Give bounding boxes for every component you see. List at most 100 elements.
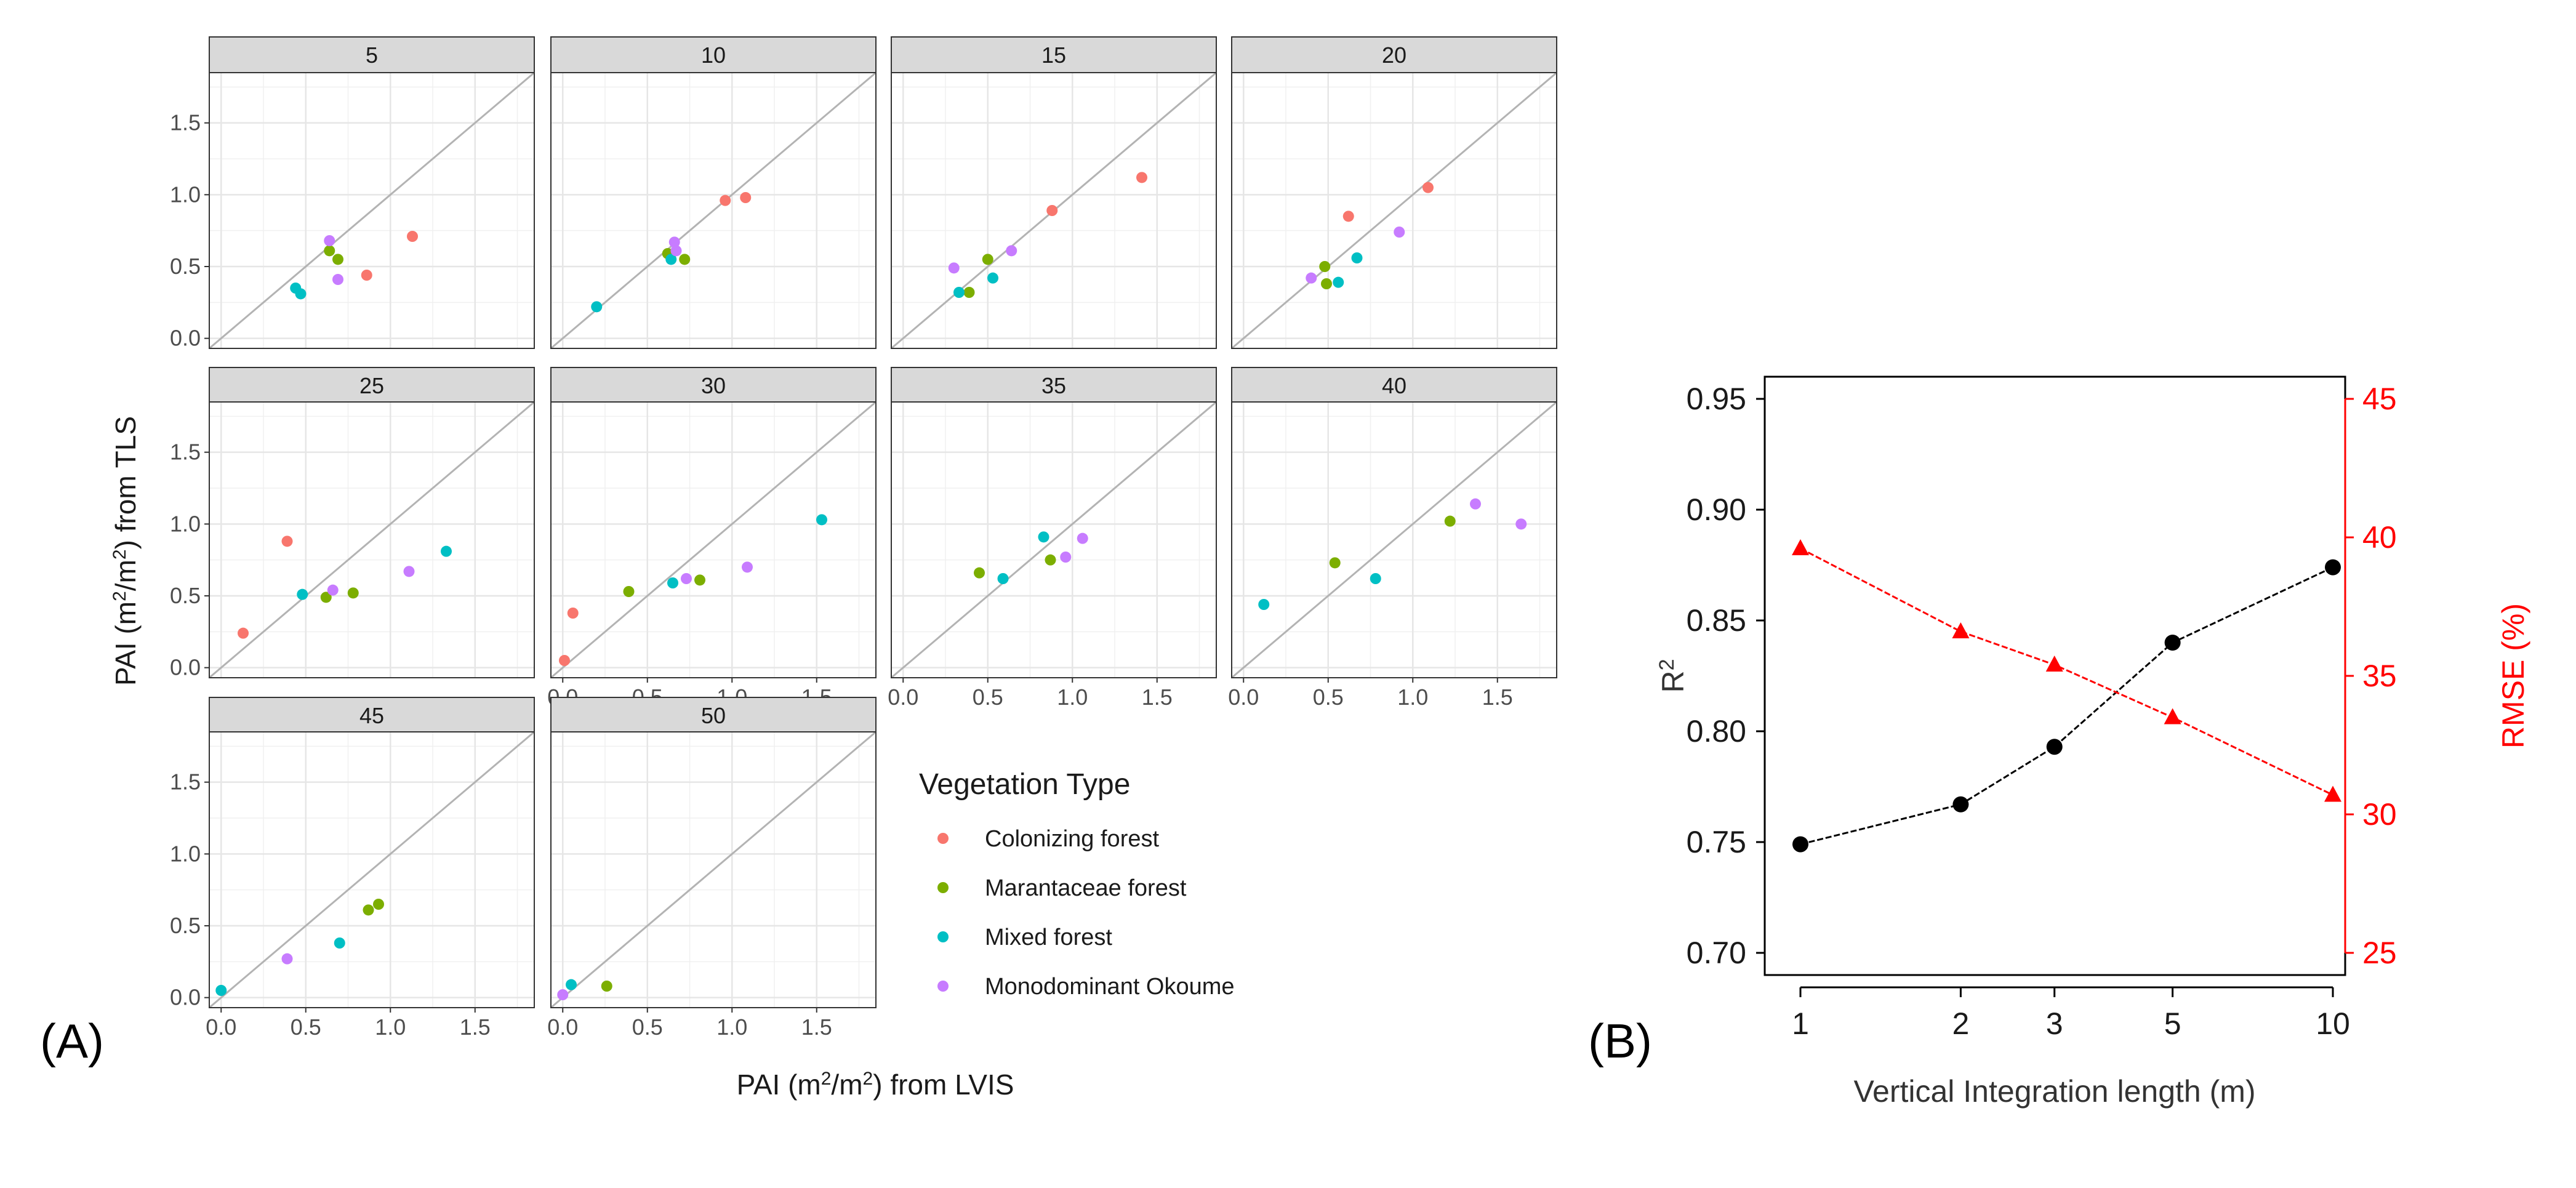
facet-border bbox=[209, 72, 535, 349]
legend-label: Monodominant Okoume bbox=[985, 974, 1235, 1000]
right-y-axis-title: RMSE (%) bbox=[2496, 603, 2530, 749]
facet-strip-label: 15 bbox=[1041, 42, 1066, 68]
facet-strip-label: 50 bbox=[701, 703, 726, 728]
data-point bbox=[559, 655, 570, 666]
x-tick-label: 10 bbox=[2316, 1006, 2350, 1041]
facet-strip-label: 40 bbox=[1382, 373, 1406, 398]
data-point bbox=[1321, 278, 1332, 289]
x-tick-label: 0.0 bbox=[547, 1014, 578, 1040]
facet-border bbox=[891, 401, 1217, 678]
y-tick-label: 0.0 bbox=[170, 985, 201, 1010]
data-point bbox=[566, 979, 577, 990]
left-y-axis-title-part: R bbox=[1656, 670, 1690, 692]
data-point bbox=[281, 536, 293, 547]
legend: Vegetation Type Colonizing forest Marantac… bbox=[919, 768, 1235, 1000]
data-point bbox=[324, 245, 335, 257]
y-tick-label: 0.5 bbox=[170, 913, 201, 938]
facet-35: 35 0.0 0.5 1.0 1.5 bbox=[888, 367, 1217, 710]
left-y-tick-label: 0.80 bbox=[1687, 714, 1746, 749]
data-point bbox=[1045, 554, 1056, 566]
right-y-tick-label: 35 bbox=[2362, 659, 2397, 693]
facet-border bbox=[1231, 72, 1557, 349]
data-point bbox=[740, 192, 752, 203]
data-point bbox=[953, 287, 965, 298]
x-tick-label: 1.0 bbox=[1397, 684, 1428, 710]
facet-strip bbox=[550, 36, 877, 73]
data-point bbox=[987, 272, 998, 284]
y-tick-label: 1.0 bbox=[170, 182, 201, 207]
y-axis-title-part: 2 bbox=[110, 591, 130, 601]
x-tick-label: 2 bbox=[1952, 1006, 1969, 1041]
data-point bbox=[297, 588, 308, 600]
rmse-point bbox=[2164, 708, 2181, 724]
data-point bbox=[238, 627, 249, 639]
data-point bbox=[694, 574, 705, 586]
r2-point bbox=[1952, 796, 1969, 813]
y-axis-title-part: PAI (m bbox=[110, 601, 142, 686]
data-point bbox=[948, 262, 960, 274]
r2-point bbox=[1792, 836, 1808, 853]
legend-title: Vegetation Type bbox=[919, 768, 1130, 801]
legend-key bbox=[937, 981, 949, 992]
y-tick-label: 1.5 bbox=[170, 110, 201, 135]
one-to-one-line bbox=[209, 71, 535, 350]
rmse-point bbox=[1952, 622, 1970, 638]
facet-45: 45 0.0 0.5 1.0 1.5 0.0 0.5 1.0 1.5 bbox=[170, 697, 535, 1040]
facet-strip-label: 10 bbox=[701, 42, 726, 68]
data-point bbox=[332, 274, 343, 285]
one-to-one-line bbox=[1231, 71, 1557, 350]
facet-5: 5 0.0 0.5 1.0 1.5 bbox=[170, 36, 535, 351]
data-point bbox=[982, 254, 993, 265]
data-point bbox=[963, 287, 975, 298]
legend-label: Mixed forest bbox=[985, 925, 1112, 950]
data-point bbox=[281, 953, 293, 965]
x-tick-label: 0.0 bbox=[1228, 684, 1259, 710]
one-to-one-line bbox=[209, 401, 535, 679]
facet-10: 10 bbox=[550, 36, 877, 350]
facet-strip bbox=[891, 36, 1217, 73]
x-tick-label: 3 bbox=[2046, 1006, 2063, 1041]
r2-point bbox=[2164, 635, 2181, 651]
rmse-series-line bbox=[1800, 547, 2333, 796]
facet-50: 50 0.0 0.5 1.0 1.5 bbox=[547, 697, 877, 1040]
facet-strip-label: 25 bbox=[359, 373, 384, 398]
x-tick-label: 1.5 bbox=[1142, 684, 1173, 710]
facet-strip bbox=[209, 36, 535, 73]
rmse-point bbox=[2324, 785, 2341, 802]
y-tick-label: 0.5 bbox=[170, 583, 201, 608]
right-y-tick-label: 45 bbox=[2362, 382, 2397, 416]
facet-15: 15 bbox=[891, 36, 1217, 350]
rmse-point bbox=[2045, 656, 2063, 672]
data-point bbox=[1038, 531, 1049, 543]
left-y-axis-title: R2 bbox=[1655, 659, 1690, 692]
legend-label: Colonizing forest bbox=[985, 826, 1159, 852]
data-point bbox=[1306, 272, 1317, 284]
data-point bbox=[557, 989, 569, 1000]
data-point bbox=[1060, 552, 1072, 563]
legend-key bbox=[937, 931, 949, 942]
y-axis-title-part: 2 bbox=[110, 549, 130, 560]
data-point bbox=[327, 584, 339, 596]
y-axis-title-part: /m bbox=[110, 560, 142, 591]
data-point bbox=[567, 608, 579, 619]
data-point bbox=[1006, 245, 1017, 257]
x-tick-label: 1.0 bbox=[375, 1014, 406, 1040]
data-point bbox=[361, 270, 372, 281]
x-tick-label: 0.5 bbox=[1313, 684, 1344, 710]
x-tick-label: 1.0 bbox=[716, 1014, 747, 1040]
facet-strip-label: 5 bbox=[366, 42, 378, 68]
data-point bbox=[332, 254, 343, 265]
panel-a-tag: (A) bbox=[40, 1014, 104, 1068]
r2-point bbox=[2325, 559, 2341, 576]
data-point bbox=[1444, 515, 1456, 527]
x-tick-label: 0.5 bbox=[291, 1014, 321, 1040]
right-y-tick-label: 30 bbox=[2362, 797, 2397, 832]
facet-strip bbox=[1231, 367, 1557, 404]
data-point bbox=[403, 566, 415, 577]
x-tick-label: 1.5 bbox=[801, 1014, 832, 1040]
facet-strip bbox=[550, 367, 877, 404]
y-axis-title: PAI (m2/m2) from TLS bbox=[110, 416, 142, 686]
facet-strip-label: 20 bbox=[1382, 42, 1406, 68]
data-point bbox=[334, 937, 345, 949]
